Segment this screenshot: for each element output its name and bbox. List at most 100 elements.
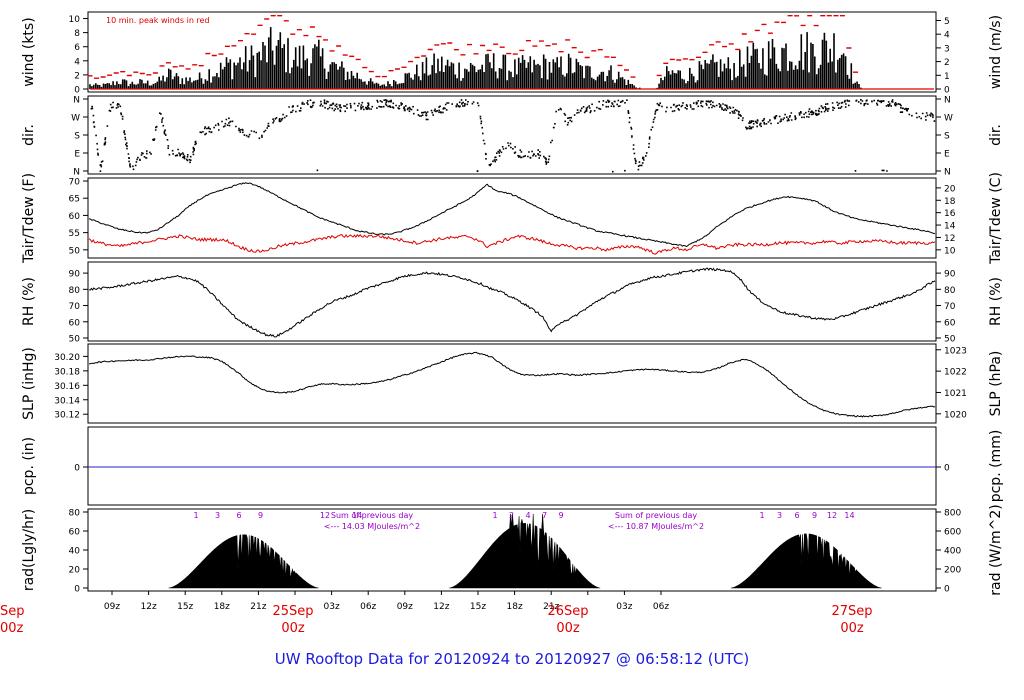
hour-tick-label: 21z: [543, 602, 559, 612]
ytick-label-L-wind: 2: [74, 71, 80, 81]
ytick-label-L-rad: 40: [69, 547, 81, 557]
panel-wind: wind (kts) wind (m/s) 0 2 4 6 8 10 0 1 2 3 4 5 10 min.…: [21, 11, 1004, 96]
rad-sum-value: <--- 14.03 MJoules/m^2: [324, 522, 420, 531]
series-rh: [88, 267, 936, 338]
ytick-label-L-rh: 80: [69, 286, 81, 296]
panel-frame-temp: [87, 177, 937, 259]
ytick-label-R-rad: 600: [944, 528, 961, 538]
ytick-label-L-rh: 70: [69, 302, 81, 312]
hour-tick-label: 18z: [214, 602, 230, 612]
hour-tick-label: 12z: [433, 602, 449, 612]
series-tdew: [88, 233, 936, 255]
ytick-label-R-dir: E: [944, 150, 950, 160]
date-label-day: 27Sep: [831, 604, 872, 619]
ytick-label-R-wind: 1: [944, 72, 950, 82]
ytick-label-L-slp: 30.18: [54, 367, 80, 377]
ytick-label-R-slp: 1022: [944, 368, 967, 378]
panel-frame-slp: [87, 343, 937, 424]
ytick-label-R-wind: 5: [944, 17, 950, 27]
rad-hour-label: 6: [794, 511, 799, 520]
date-label-hour: 00z: [840, 621, 864, 636]
ytick-label-L-temp: 55: [69, 229, 80, 239]
ytick-label-R-temp: 16: [944, 209, 956, 219]
ytick-label-L-slp: 30.12: [54, 411, 80, 421]
ylabel-left-pcp: pcp. (in): [21, 437, 37, 495]
ytick-label-L-temp: 60: [69, 212, 81, 222]
series-slp: [88, 351, 936, 418]
ylabel-right-wind: wind (m/s): [988, 15, 1004, 89]
rad-hour-label: 3: [215, 511, 220, 520]
ytick-label-L-temp: 50: [69, 246, 81, 256]
ytick-label-L-rad: 80: [69, 509, 81, 519]
hour-tick-label: 12z: [141, 602, 157, 612]
ylabel-right-rad: rad (W/m^2): [988, 504, 1004, 595]
hour-tick-label: 09z: [104, 602, 120, 612]
ytick-label-L-temp: 70: [69, 178, 81, 188]
ytick-label-L-wind: 4: [74, 57, 80, 67]
ytick-label-R-temp: 10: [944, 246, 956, 256]
ytick-label-L-wind: 8: [74, 29, 80, 39]
ylabel-left-dir: dir.: [21, 124, 37, 146]
rad-hour-label: 1: [492, 511, 497, 520]
panel-rh: RH (%) RH (%) 50 60 70 80 90 50 60 70 80 90: [21, 261, 1004, 345]
ytick-label-R-rad: 800: [944, 509, 961, 519]
hour-tick-label: 03z: [324, 602, 340, 612]
rad-hour-label: 6: [236, 511, 241, 520]
hour-tick-label: 09z: [397, 602, 413, 612]
panel-frame-rh: [87, 261, 937, 342]
rad-sum-value: <--- 10.87 MJoules/m^2: [608, 522, 704, 531]
wind-direction-points: [90, 99, 936, 173]
ylabel-right-slp: SLP (hPa): [988, 351, 1004, 417]
ytick-label-L-slp: 30.20: [54, 353, 80, 363]
ytick-label-L-wind: 10: [69, 15, 81, 25]
ytick-label-L-wind: 0: [74, 86, 80, 96]
rad-hour-label: 2: [509, 511, 514, 520]
ytick-label-R-rh: 50: [944, 335, 956, 345]
ylabel-left-rad: rad(Lgly/hr): [21, 509, 37, 591]
ytick-label-R-rad: 400: [944, 547, 961, 557]
ytick-label-R-wind: 2: [944, 58, 950, 68]
rad-hour-label: 7: [542, 511, 547, 520]
ytick-label-R-dir: W: [944, 114, 953, 124]
ytick-label-R-slp: 1021: [944, 389, 967, 399]
panel-rad: rad(Lgly/hr) rad (W/m^2)02040608002004006…: [21, 504, 1004, 595]
hour-tick-label: 15z: [470, 602, 486, 612]
ylabel-left-wind: wind (kts): [21, 17, 37, 86]
ytick-label-L-slp: 30.14: [54, 396, 80, 406]
rad-hour-label: 12: [320, 511, 330, 520]
date-label-cut-hour: 00z: [0, 621, 24, 636]
ytick-label-L-dir: S: [74, 132, 80, 142]
date-label-hour: 00z: [281, 621, 305, 636]
rad-hour-label: 1: [193, 511, 198, 520]
hour-tick-label: 03z: [616, 602, 632, 612]
ytick-label-L-rh: 60: [69, 318, 81, 328]
radiation-day-1: [168, 534, 319, 589]
ytick-label-L-dir: W: [71, 114, 80, 124]
rad-sum-title: Sum of previous day: [331, 511, 413, 520]
ylabel-right-dir: dir.: [988, 124, 1004, 146]
ytick-label-L-rh: 50: [69, 335, 81, 345]
rad-hour-label: 14: [352, 511, 362, 520]
wind-peak-marks: [87, 15, 858, 79]
rad-hour-label: 9: [558, 511, 563, 520]
ytick-label-L-dir: E: [74, 150, 80, 160]
panel-frame-pcp: [87, 426, 937, 506]
ytick-label-L-dir: N: [73, 168, 80, 178]
ylabel-left-temp: Tair/Tdew (F): [21, 173, 37, 264]
wind-annotation: 10 min. peak winds in red: [106, 16, 210, 25]
wind-speed-bars: [89, 27, 864, 89]
ylabel-right-pcp: pcp. (mm): [988, 430, 1004, 503]
ytick-label-R-temp: 14: [944, 222, 956, 232]
ytick-label-R-temp: 18: [944, 197, 956, 207]
ylabel-right-temp: Tair/Tdew (C): [988, 172, 1004, 265]
panel-temp: Tair/Tdew (F) Tair/Tdew (C) 50 55 60 65 70 10 12…: [21, 172, 1004, 265]
date-label-cut-day: Sep: [0, 604, 25, 619]
radiation-day-3: [730, 533, 882, 589]
series-tair: [88, 182, 936, 248]
ytick-label-R-dir: S: [944, 132, 950, 142]
date-label-day: 26Sep: [547, 604, 588, 619]
panel-pcp: pcp. (in) pcp. (mm) 0 0: [21, 426, 1004, 506]
ytick-label-L-dir: N: [73, 96, 80, 106]
ylabel-left-slp: SLP (inHg): [21, 347, 37, 420]
